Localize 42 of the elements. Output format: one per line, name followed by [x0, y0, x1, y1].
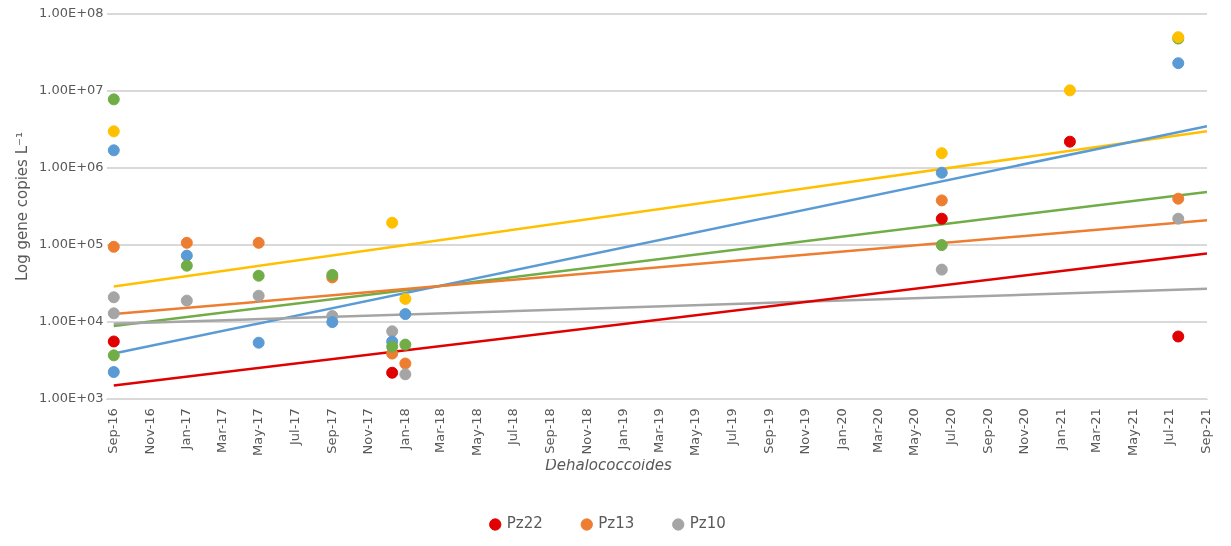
y-axis-title: Log gene copies L⁻¹	[12, 132, 31, 282]
x-tick-label: Jan-19	[615, 408, 631, 451]
x-tick-label: Jul-17	[286, 408, 302, 447]
x-tick-label: Jul-19	[723, 408, 739, 447]
y-tick-label: 1.00E+07	[39, 82, 104, 98]
x-tick-label: Mar-19	[650, 408, 666, 454]
legend-label: Pz22	[506, 514, 543, 533]
x-tick-label: Jul-20	[942, 408, 958, 447]
x-tick-label: May-18	[468, 408, 484, 457]
x-tick-label: Mar-17	[213, 408, 229, 454]
x-tick-label: Sep-20	[979, 408, 995, 454]
x-tick-label: Sep-21	[1198, 408, 1214, 454]
x-tick-label: Mar-21	[1088, 408, 1104, 454]
x-tick-label: May-21	[1124, 408, 1140, 457]
y-tick-label: 1.00E+06	[39, 159, 104, 175]
x-tick-label: Mar-20	[869, 408, 885, 454]
y-tick-label: 1.00E+03	[39, 390, 104, 406]
x-tick-label: May-17	[250, 408, 266, 457]
x-tick-label: Sep-19	[760, 408, 776, 454]
y-tick-label: 1.00E+05	[39, 236, 104, 252]
x-tick-label: Jul-21	[1161, 408, 1177, 447]
x-tick-label: Jan-17	[178, 408, 194, 451]
x-tick-label: Nov-16	[141, 408, 157, 455]
x-tick-label: Nov-18	[578, 408, 594, 455]
x-tick-label: Sep-16	[105, 408, 121, 454]
x-tick-label: Nov-19	[797, 408, 813, 455]
legend-label: Pz13	[598, 514, 635, 533]
x-tick-label: Jan-20	[833, 408, 849, 451]
x-tick-label: Jan-18	[396, 408, 412, 451]
x-tick-label: May-20	[906, 408, 922, 457]
legend-label: Pz10	[689, 514, 726, 533]
x-tick-label: Nov-17	[360, 408, 376, 455]
x-tick-label: Sep-17	[323, 408, 339, 454]
x-tick-label: Nov-20	[1016, 408, 1032, 455]
y-tick-label: 1.00E+04	[39, 313, 104, 329]
legend-title: Dehalococcoides	[545, 456, 673, 475]
x-tick-label: Jul-18	[505, 408, 521, 447]
y-tick-label: 1.00E+08	[39, 5, 104, 21]
x-tick-label: Mar-18	[432, 408, 448, 454]
x-tick-label: Jan-21	[1052, 408, 1068, 451]
x-tick-label: May-19	[687, 408, 703, 457]
x-tick-label: Sep-18	[542, 408, 558, 454]
